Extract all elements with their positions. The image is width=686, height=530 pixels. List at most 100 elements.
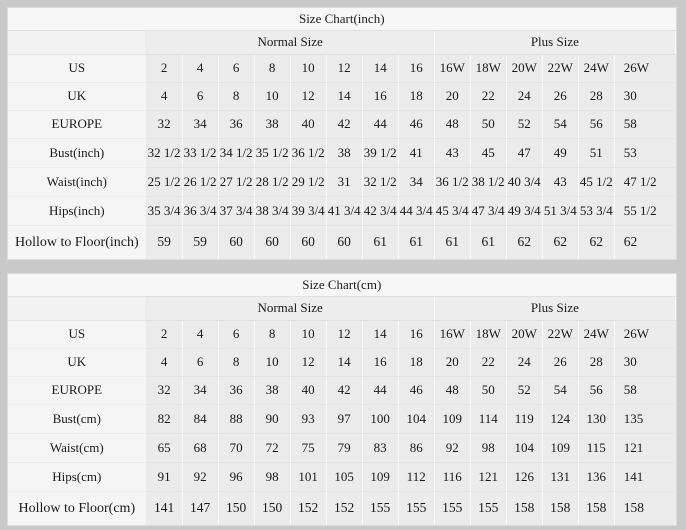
data-cell: 62 <box>542 225 579 259</box>
data-cell: 155 <box>362 491 399 525</box>
data-cell: 56 <box>578 110 615 139</box>
data-cell: 39 3/4 <box>290 196 327 226</box>
data-cell: 2 <box>146 320 183 349</box>
data-cell: 55 1/2 <box>614 196 676 226</box>
data-cell: 45 3/4 <box>434 196 471 226</box>
table-row: EUROPE 32 34 36 38 40 42 44 46 48 50 52 54 56 58 <box>8 376 676 405</box>
data-cell: 158 <box>542 491 579 525</box>
data-cell: 51 3/4 <box>542 196 579 226</box>
data-cell: 155 <box>398 491 435 525</box>
data-cell: 48 <box>434 376 471 405</box>
data-cell: 32 1/2 <box>362 167 399 197</box>
data-cell: 152 <box>326 491 363 525</box>
row-label: UK <box>8 348 147 377</box>
data-cell: 4 <box>182 54 219 83</box>
data-cell: 10 <box>254 348 291 377</box>
data-cell: 52 <box>506 376 543 405</box>
data-cell: 91 <box>146 462 183 492</box>
data-cell: 34 1/2 <box>218 138 255 168</box>
data-cell: 16W <box>434 54 471 83</box>
chart-title: Size Chart(inch) <box>8 8 676 31</box>
data-cell: 46 <box>398 110 435 139</box>
row-label: US <box>8 54 147 83</box>
table-row: EUROPE 32 34 36 38 40 42 44 46 48 50 52 54 56 58 <box>8 110 676 139</box>
data-cell: 22W <box>542 54 579 83</box>
data-cell: 26 1/2 <box>182 167 219 197</box>
data-cell: 109 <box>362 462 399 492</box>
data-cell: 49 <box>542 138 579 168</box>
data-cell: 36 <box>218 110 255 139</box>
data-cell: 88 <box>218 404 255 434</box>
data-cell: 104 <box>398 404 435 434</box>
data-cell: 115 <box>578 433 615 463</box>
data-cell: 6 <box>218 320 255 349</box>
data-cell: 36 1/2 <box>290 138 327 168</box>
data-cell: 16 <box>398 54 435 83</box>
data-cell: 39 1/2 <box>362 138 399 168</box>
data-cell: 18 <box>398 348 435 377</box>
data-cell: 96 <box>218 462 255 492</box>
data-cell: 62 <box>578 225 615 259</box>
data-cell: 32 1/2 <box>146 138 183 168</box>
data-cell: 98 <box>254 462 291 492</box>
data-cell: 53 3/4 <box>578 196 615 226</box>
data-cell: 124 <box>542 404 579 434</box>
data-cell: 35 3/4 <box>146 196 183 226</box>
data-cell: 79 <box>326 433 363 463</box>
data-cell: 14 <box>362 320 399 349</box>
data-cell: 34 <box>398 167 435 197</box>
data-cell: 44 <box>362 376 399 405</box>
group-header-row: Normal Size Plus Size <box>8 296 677 321</box>
data-cell: 98 <box>470 433 507 463</box>
data-cell: 27 1/2 <box>218 167 255 197</box>
data-cell: 61 <box>362 225 399 259</box>
data-cell: 36 1/2 <box>434 167 471 197</box>
group-header-row: Normal Size Plus Size <box>8 30 677 55</box>
data-cell: 109 <box>434 404 471 434</box>
data-cell: 14 <box>362 54 399 83</box>
data-cell: 8 <box>254 54 291 83</box>
data-cell: 26W <box>614 320 676 349</box>
data-cell: 47 <box>506 138 543 168</box>
data-cell: 22 <box>470 82 507 111</box>
data-cell: 136 <box>578 462 615 492</box>
row-label: Hips(cm) <box>8 462 147 492</box>
data-cell: 16W <box>434 320 471 349</box>
data-cell: 14 <box>326 348 363 377</box>
data-cell: 61 <box>470 225 507 259</box>
data-cell: 40 <box>290 376 327 405</box>
data-cell: 62 <box>506 225 543 259</box>
table-row: Bust(cm) 82 84 88 90 93 97 100 104 109 114 119 124 13… <box>8 404 676 434</box>
data-cell: 25 1/2 <box>146 167 183 197</box>
row-label: Hollow to Floor(cm) <box>8 491 147 525</box>
row-label: US <box>8 320 147 349</box>
data-cell: 51 <box>578 138 615 168</box>
data-cell: 70 <box>218 433 255 463</box>
data-cell: 42 <box>326 376 363 405</box>
data-cell: 105 <box>326 462 363 492</box>
data-cell: 36 <box>218 376 255 405</box>
data-cell: 59 <box>146 225 183 259</box>
data-cell: 116 <box>434 462 471 492</box>
data-cell: 28 <box>578 82 615 111</box>
data-cell: 10 <box>290 54 327 83</box>
data-cell: 12 <box>326 320 363 349</box>
size-chart-inch: Size Chart(inch) Normal Size Plus Size US 2 4… <box>7 7 677 260</box>
data-cell: 26 <box>542 348 579 377</box>
data-cell: 4 <box>146 82 183 111</box>
data-cell: 43 <box>434 138 471 168</box>
data-cell: 135 <box>614 404 676 434</box>
data-cell: 38 3/4 <box>254 196 291 226</box>
data-cell: 22W <box>542 320 579 349</box>
data-cell: 10 <box>254 82 291 111</box>
data-cell: 56 <box>578 376 615 405</box>
row-label: Bust(inch) <box>8 138 147 168</box>
data-cell: 86 <box>398 433 435 463</box>
table-row: Hollow to Floor(cm) 141 147 150 150 152 152 155… <box>8 491 676 525</box>
data-cell: 114 <box>470 404 507 434</box>
data-cell: 155 <box>434 491 471 525</box>
data-cell: 24W <box>578 54 615 83</box>
data-cell: 152 <box>290 491 327 525</box>
data-cell: 121 <box>614 433 676 463</box>
